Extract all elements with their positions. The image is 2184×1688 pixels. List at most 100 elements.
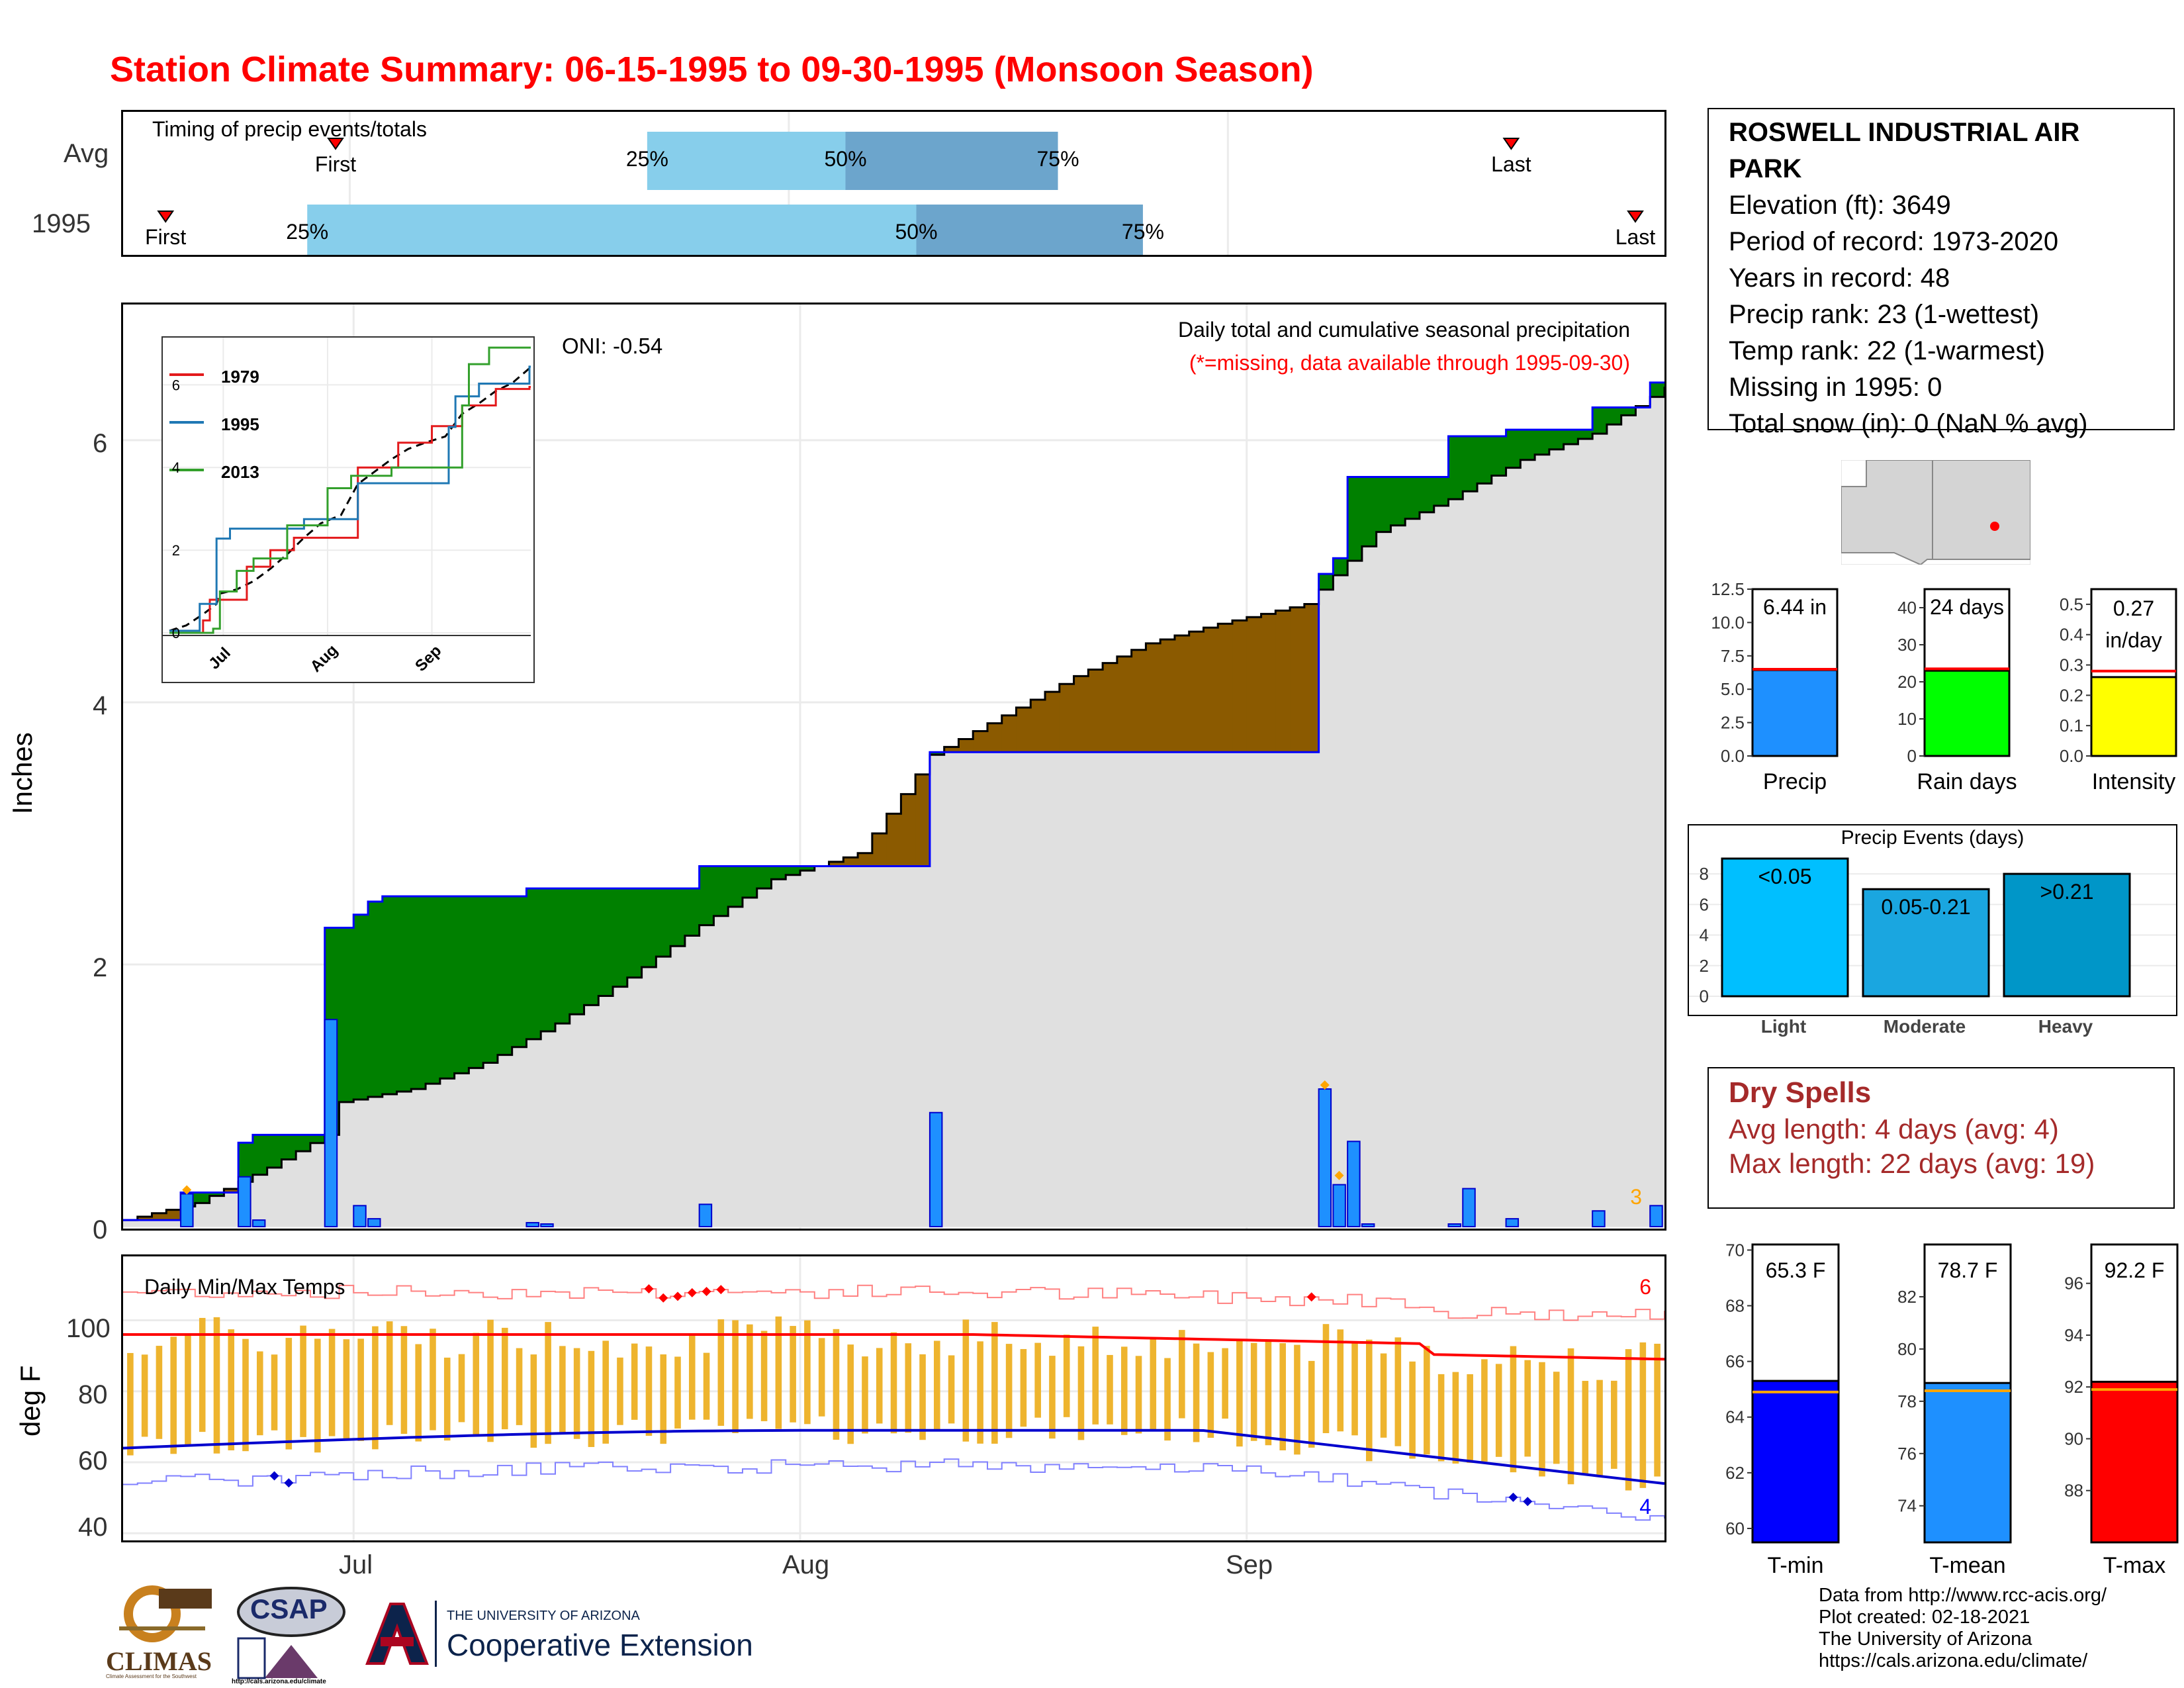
departure-fill-57 <box>944 747 959 753</box>
missing-count: 3 <box>1630 1185 1642 1209</box>
events-panel: Precip Events (days) 0 2 4 6 8 <0.05 0.05-0.21… <box>1688 824 2177 1016</box>
temp-bar-48 <box>818 1338 825 1417</box>
record-low-marker-2 <box>1508 1492 1518 1502</box>
temps-chart <box>123 1256 1664 1540</box>
tbar-ticklabel-1-2: 78 <box>1897 1391 1917 1411</box>
departure-fill-68 <box>1103 663 1118 753</box>
temp-bar-13 <box>314 1338 321 1453</box>
mini-ticklabel-0-1: 2.5 <box>1721 713 1745 733</box>
events-tick-6: 6 <box>1700 894 1709 914</box>
temp-bar-4 <box>185 1334 191 1446</box>
station-elevation: Elevation (ft): 3649 <box>1729 191 1951 220</box>
temp-bar-85 <box>1351 1341 1358 1436</box>
departure-fill-106 <box>1650 382 1664 397</box>
departure-fill-52 <box>872 833 887 867</box>
temp-bar-71 <box>1150 1338 1157 1430</box>
departure-fill-77 <box>1232 620 1248 753</box>
temp-bar-0 <box>127 1352 134 1456</box>
departure-fill-31 <box>569 888 585 1015</box>
departure-fill-20 <box>411 896 426 1090</box>
temp-bar-78 <box>1250 1342 1257 1441</box>
departure-fill-42 <box>728 866 743 907</box>
ua-logo-line1: THE UNIVERSITY OF ARIZONA <box>447 1609 640 1623</box>
departure-fill-80 <box>1275 610 1291 753</box>
station-info-box: ROSWELL INDUSTRIAL AIR PARK Elevation (f… <box>1707 108 2175 438</box>
tbar-ticklabel-2-4: 96 <box>2064 1274 2083 1293</box>
mini-ticklabel-2-1: 0.1 <box>2060 716 2083 735</box>
departure-fill-49 <box>829 861 844 867</box>
timing-row-label-1995: 1995 <box>32 209 91 238</box>
temp-bar-57 <box>948 1355 955 1424</box>
temp-bar-89 <box>1409 1361 1416 1459</box>
ua-logo-graphic <box>365 1603 429 1665</box>
departure-fill-86 <box>1361 477 1377 547</box>
inset-plot: 0 2 4 6 Jul Aug Sep <box>163 338 531 676</box>
record-high-line <box>123 1284 1664 1321</box>
climas-logo-graphic <box>119 1585 212 1642</box>
events-xlabel-moderate: Moderate <box>1883 1016 1966 1037</box>
inset-xtick-Sep: Sep <box>412 642 445 675</box>
timing-bar-q1-1 <box>307 205 917 255</box>
departure-fill-22 <box>439 896 455 1079</box>
temp-bar-97 <box>1524 1360 1531 1457</box>
record-marker-0 <box>182 1185 192 1195</box>
tbar-label-1: T-mean <box>1929 1553 2005 1578</box>
mini-ticklabel-0-4: 10.0 <box>1711 612 1745 632</box>
inset-ytick-6: 6 <box>172 377 180 393</box>
departure-fill-7 <box>224 1188 239 1193</box>
daily-precip-bar-3 <box>324 1019 338 1228</box>
dry-spells-box: Dry Spells Avg length: 4 days (avg: 4) M… <box>1707 1067 2175 1209</box>
departure-fill-32 <box>584 888 599 1006</box>
departure-fill-98 <box>1535 430 1550 455</box>
temp-bar-88 <box>1394 1337 1402 1446</box>
temp-bar-8 <box>242 1338 249 1452</box>
events-range-2: >0.21 <box>2040 880 2094 904</box>
xtick-jul: Jul <box>339 1550 373 1579</box>
avg-cumulative-line <box>123 387 1664 1221</box>
timing-first-label-1: First <box>145 225 186 249</box>
tbar-T-max <box>2090 1380 2179 1544</box>
tbar-ticklabel-0-4: 68 <box>1725 1296 1745 1316</box>
summary-bars: 6.44 in 0.0 2.5 5.0 7.5 10.0 12.5 Precip 24 days… <box>1681 579 2184 801</box>
record-high-count: 6 <box>1639 1275 1651 1299</box>
departure-fill-15 <box>339 927 354 1102</box>
tbar-ticklabel-2-3: 94 <box>2064 1325 2083 1345</box>
daily-precip-bar-10 <box>1318 1088 1332 1227</box>
temp-bar-93 <box>1467 1374 1473 1463</box>
ua-logo: THE UNIVERSITY OF ARIZONA Cooperative Ex… <box>361 1601 753 1670</box>
timing-first-label-0: First <box>315 152 356 176</box>
temp-bar-68 <box>1107 1354 1113 1425</box>
temps-label: Daily Min/Max Temps <box>144 1275 345 1299</box>
timing-pct-label-0-1: 50% <box>824 147 866 171</box>
mini-ticklabel-1-2: 20 <box>1897 672 1917 692</box>
temp-bar-105 <box>1639 1342 1647 1488</box>
departure-fill-90 <box>1419 477 1435 512</box>
departure-fill-13 <box>310 1135 326 1143</box>
departure-fill-69 <box>1116 656 1132 753</box>
precip-chart <box>123 305 1664 1229</box>
temps-ytick-80: 80 <box>78 1380 108 1409</box>
events-bar-Heavy <box>2003 872 2131 998</box>
temp-bar-74 <box>1193 1343 1200 1442</box>
record-high-marker-3 <box>687 1288 697 1297</box>
inset-ytick-4: 4 <box>172 459 180 476</box>
footer-plot-created: Plot created: 02-18-2021 <box>1819 1607 2030 1628</box>
daily-precip-bar-12 <box>1347 1141 1361 1228</box>
departure-fill-3 <box>166 1209 181 1221</box>
inset-xtick-Aug: Aug <box>307 641 341 676</box>
tbar-ticklabel-1-4: 82 <box>1897 1287 1917 1307</box>
temp-bar-106 <box>1654 1343 1661 1477</box>
daily-precip-bar-14 <box>1447 1223 1462 1228</box>
departure-fill-40 <box>699 866 714 925</box>
temp-bar-16 <box>357 1338 364 1441</box>
inset-series-1979 <box>169 385 531 634</box>
summary-bars-chart: 6.44 in 0.0 2.5 5.0 7.5 10.0 12.5 Precip 24 days… <box>1711 579 2177 794</box>
temp-bar-79 <box>1265 1339 1272 1446</box>
mini-value-unit-2: in/day <box>2105 628 2161 652</box>
departure-fill-29 <box>541 888 556 1031</box>
station-missing: Missing in 1995: 0 <box>1729 373 1942 402</box>
departure-fill-54 <box>901 794 916 867</box>
dry-spells-title: Dry Spells <box>1729 1076 1872 1109</box>
departure-fill-76 <box>1218 624 1233 753</box>
csap-logo-url: http://cals.arizona.edu/climate <box>232 1678 326 1685</box>
